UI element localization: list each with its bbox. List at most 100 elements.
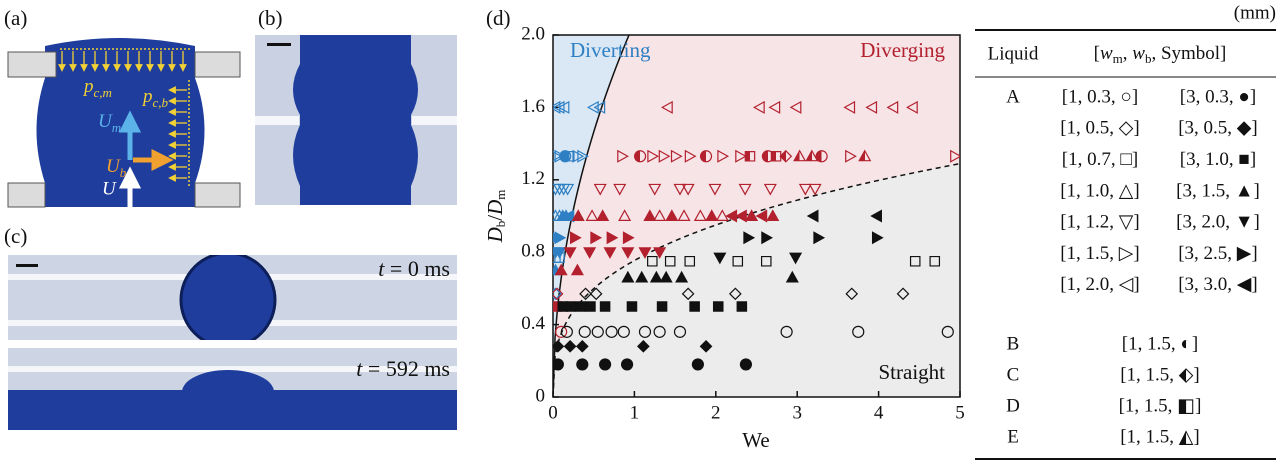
data-point bbox=[845, 287, 859, 301]
table-cell: [1, 0.7, □] bbox=[1062, 149, 1138, 170]
panel-label: (b) bbox=[258, 6, 283, 30]
panel-a: (a) pc,m pc,b Um Ub U bbox=[4, 6, 241, 208]
panel-b: (b) bbox=[255, 6, 457, 205]
data-point bbox=[760, 255, 772, 267]
data-point bbox=[785, 270, 799, 283]
data-point bbox=[745, 209, 759, 221]
data-point bbox=[896, 287, 910, 301]
data-point bbox=[715, 209, 729, 221]
data-point bbox=[735, 209, 747, 223]
data-point bbox=[648, 183, 662, 196]
x-tick-label: 0 bbox=[548, 402, 558, 423]
data-point bbox=[805, 149, 819, 162]
x-tick-label: 1 bbox=[630, 402, 640, 423]
table-header: Liquid bbox=[988, 43, 1039, 64]
data-point bbox=[693, 209, 707, 221]
data-point bbox=[593, 183, 607, 196]
data-point bbox=[684, 149, 697, 163]
region bbox=[553, 35, 629, 397]
data-point bbox=[596, 209, 610, 221]
data-point bbox=[589, 287, 603, 301]
data-point bbox=[681, 287, 695, 301]
data-point bbox=[585, 301, 596, 312]
region bbox=[553, 163, 960, 397]
data-point bbox=[739, 358, 753, 371]
data-point bbox=[643, 209, 657, 221]
x-tick-label: 5 bbox=[955, 402, 965, 423]
data-points bbox=[553, 100, 960, 371]
liquid-column bbox=[8, 390, 457, 430]
data-point bbox=[554, 263, 568, 276]
data-point bbox=[621, 247, 635, 259]
scale-bar bbox=[16, 264, 38, 267]
data-point bbox=[603, 247, 617, 259]
data-point bbox=[712, 301, 724, 312]
data-point bbox=[761, 231, 774, 245]
data-point bbox=[843, 100, 856, 114]
y-tick-label: 0.8 bbox=[521, 241, 545, 262]
table-cell: [1, 1.5, ◐] bbox=[1122, 333, 1198, 354]
data-point bbox=[554, 231, 567, 245]
data-point bbox=[622, 231, 635, 245]
x-tick-label: 4 bbox=[874, 402, 884, 423]
data-point bbox=[617, 325, 630, 338]
data-point bbox=[557, 100, 570, 114]
regime-label: Diverting bbox=[570, 38, 651, 62]
panel-label: (c) bbox=[4, 224, 27, 248]
data-point bbox=[871, 231, 884, 245]
y-axis-label: Db/Dm bbox=[483, 190, 508, 244]
data-point bbox=[577, 149, 590, 163]
data-point bbox=[579, 287, 592, 301]
data-point bbox=[886, 100, 899, 114]
pressure-label: pc,m bbox=[82, 76, 112, 100]
data-point bbox=[699, 150, 713, 163]
data-point bbox=[728, 287, 742, 301]
regime-label: Diverging bbox=[860, 38, 945, 62]
data-point bbox=[735, 149, 747, 163]
data-point bbox=[656, 301, 668, 312]
data-point bbox=[665, 209, 679, 221]
table-cell: [3, 0.5, ◆] bbox=[1178, 118, 1258, 139]
data-point bbox=[705, 209, 719, 221]
data-point bbox=[621, 270, 635, 283]
panel-label: (d) bbox=[486, 6, 511, 30]
data-point bbox=[618, 209, 632, 221]
data-point bbox=[620, 358, 634, 371]
scale-bar bbox=[267, 43, 291, 46]
data-point bbox=[845, 149, 857, 163]
data-point bbox=[691, 358, 704, 371]
data-point bbox=[870, 209, 882, 223]
data-point bbox=[659, 270, 673, 283]
data-point bbox=[638, 247, 652, 259]
data-point bbox=[941, 325, 954, 338]
data-point bbox=[554, 252, 565, 263]
channel-wall bbox=[194, 182, 241, 208]
droplet bbox=[179, 255, 277, 340]
data-point bbox=[575, 301, 586, 312]
data-point bbox=[779, 149, 793, 163]
data-point bbox=[653, 325, 666, 338]
data-point bbox=[950, 149, 960, 163]
channel-wall bbox=[194, 51, 241, 78]
y-tick-label: 1.6 bbox=[521, 96, 545, 117]
data-point bbox=[553, 287, 564, 301]
table-cell: [3, 2.5, ▶] bbox=[1178, 243, 1258, 264]
table-header: [wm, wb, Symbol] bbox=[1094, 43, 1227, 66]
data-point bbox=[569, 231, 582, 245]
data-point bbox=[789, 100, 802, 114]
table-cell: [1, 1.2, ▽] bbox=[1060, 212, 1140, 233]
data-point bbox=[798, 183, 812, 196]
pressure-label: pc,b bbox=[141, 86, 169, 110]
data-point bbox=[808, 183, 822, 196]
data-point bbox=[591, 325, 604, 338]
table-cell: [1, 1.5, ⬖] bbox=[1120, 364, 1200, 385]
table-cell: B bbox=[1007, 333, 1020, 354]
data-point bbox=[553, 151, 563, 162]
data-point bbox=[684, 255, 696, 267]
table-cell: E bbox=[1007, 426, 1019, 447]
data-point bbox=[585, 209, 599, 221]
data-point bbox=[766, 209, 780, 221]
data-point bbox=[852, 325, 865, 338]
data-point bbox=[565, 301, 577, 312]
table-cell: [1, 1.5, ▷] bbox=[1060, 243, 1140, 264]
